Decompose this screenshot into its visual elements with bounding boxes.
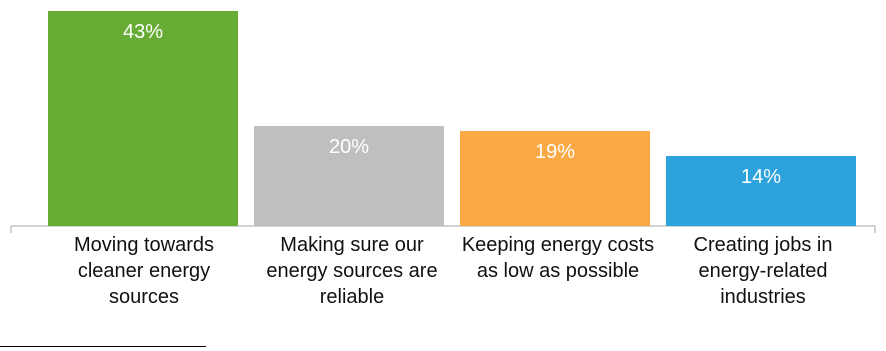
bars-group: 43% 20% 19% 14% [48,11,856,226]
category-label-energy-jobs: Creating jobs in energy-related industri… [693,234,833,308]
bar-energy-jobs [666,156,856,226]
footnote-separator [0,346,206,347]
data-label-reliable-sources: 20% [329,136,369,158]
data-label-cleaner-energy: 43% [123,21,163,43]
category-label-low-costs: Keeping energy costs as low as possible [461,234,655,282]
bar-reliable-sources [254,126,444,226]
bar-cleaner-energy [48,11,238,226]
bar-low-costs [460,131,650,226]
category-label-reliable-sources: Making sure our energy sources are relia… [266,234,438,308]
category-label-cleaner-energy: Moving towards cleaner energy sources [73,234,215,308]
data-label-energy-jobs: 14% [741,166,781,188]
data-label-low-costs: 19% [535,141,575,163]
